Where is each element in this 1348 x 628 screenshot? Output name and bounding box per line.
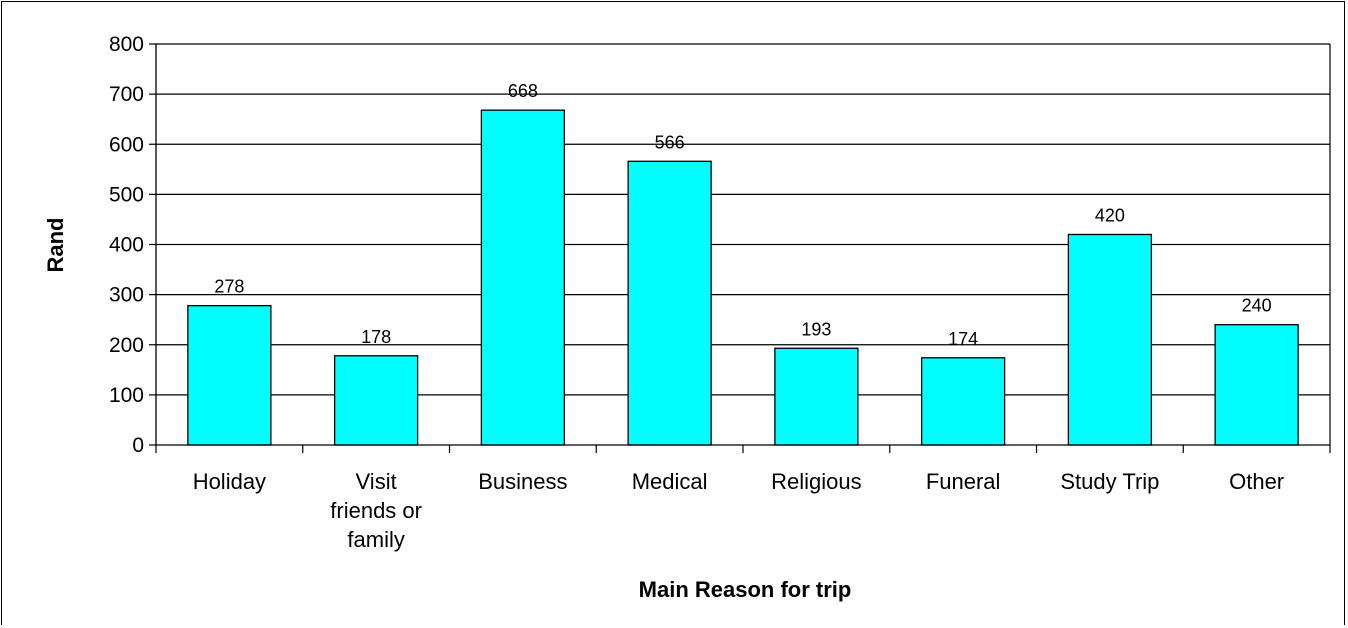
data-label: 174 — [948, 329, 978, 349]
bar — [1067, 233, 1153, 446]
y-tick-label: 400 — [109, 234, 144, 257]
data-label: 668 — [508, 81, 538, 101]
data-label: 278 — [214, 277, 244, 297]
category-label: Holiday — [193, 469, 266, 494]
axes — [149, 43, 1331, 453]
bar — [774, 347, 859, 446]
data-label: 240 — [1242, 296, 1272, 316]
bar — [333, 355, 419, 446]
bar — [920, 357, 1006, 446]
y-axis-title: Rand — [43, 218, 68, 273]
y-tick-label: 0 — [132, 434, 144, 457]
y-tick-label: 200 — [109, 334, 144, 357]
y-tick-label: 500 — [109, 183, 144, 206]
y-tick-label: 800 — [109, 33, 144, 56]
category-label: Religious — [771, 469, 862, 494]
labels: 0 100 200 300 400 500 600 700 800 278 Holiday 178 Vi… — [109, 33, 1284, 552]
data-label: 178 — [361, 327, 391, 347]
y-tick-label: 100 — [109, 384, 144, 407]
category-label: Medical — [632, 469, 708, 494]
bar — [187, 305, 272, 446]
bar — [480, 109, 566, 446]
data-label: 420 — [1095, 205, 1125, 225]
category-label: friends or — [330, 498, 422, 523]
bar — [1214, 324, 1299, 446]
category-label: Other — [1229, 469, 1284, 494]
data-label: 566 — [655, 132, 685, 152]
data-label: 193 — [801, 319, 831, 339]
category-label: Business — [478, 469, 567, 494]
y-tick-label: 300 — [109, 284, 144, 307]
gridlines — [156, 43, 1330, 396]
y-tick-label: 700 — [109, 83, 144, 106]
category-label: Visit — [356, 469, 397, 494]
bars — [187, 109, 1299, 446]
category-label: family — [347, 527, 404, 552]
y-tick-label: 600 — [109, 133, 144, 156]
category-label: Study Trip — [1060, 469, 1159, 494]
x-axis-title: Main Reason for trip — [639, 577, 852, 602]
category-label: Funeral — [926, 469, 1001, 494]
bar — [627, 160, 712, 446]
